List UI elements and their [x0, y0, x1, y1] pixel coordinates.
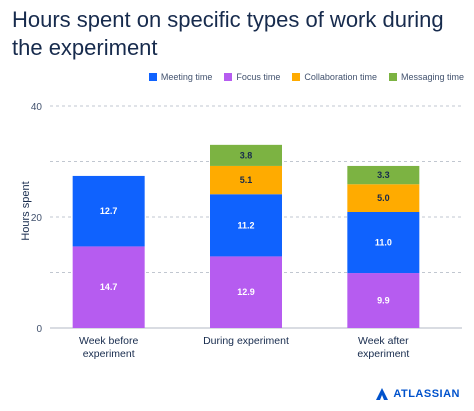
bar-meeting-time-2	[347, 212, 420, 274]
legend-item-messaging-time: Messaging time	[388, 72, 464, 82]
data-label-collaboration-time-1: 5.1	[240, 175, 253, 185]
data-label-meeting-time-1: 11.2	[237, 220, 254, 230]
data-label-meeting-time-0: 12.7	[100, 206, 118, 216]
x-tick-label-line-1-0: During experiment	[203, 335, 289, 347]
legend-label-meeting-time: Meeting time	[160, 72, 213, 82]
bar-collaboration-time-2	[347, 184, 420, 213]
legend-label-collaboration-time: Collaboration time	[304, 72, 377, 82]
bar-collaboration-time-1	[210, 165, 282, 195]
brand-name: ATLASSIAN	[393, 388, 460, 400]
x-tick-label-1: During experiment	[203, 335, 289, 347]
chart-legend: Meeting time Focus time Collaboration ti…	[148, 72, 464, 82]
chart-title: Hours spent on specific types of work du…	[12, 7, 444, 60]
brand-watermark: ATLASSIAN	[375, 387, 460, 401]
x-tick-label-line-2-1: experiment	[357, 348, 409, 360]
bar-messaging-time-1	[210, 144, 282, 166]
bar-messaging-time-2	[347, 165, 420, 185]
x-tick-label-line-0-1: experiment	[83, 348, 135, 360]
x-tick-label-line-2-0: Week after	[358, 335, 409, 347]
legend-swatch-collaboration-time	[292, 73, 301, 81]
data-label-messaging-time-1: 3.8	[240, 150, 253, 160]
data-label-focus-time-1: 12.9	[237, 287, 255, 297]
y-tick-label-20: 20	[31, 213, 43, 224]
legend-item-meeting-time: Meeting time	[148, 72, 213, 82]
x-tick-label-line-0-0: Week before	[79, 335, 138, 347]
legend-swatch-meeting-time	[148, 73, 157, 81]
legend-label-focus-time: Focus time	[236, 72, 281, 82]
bar-focus-time-1	[210, 256, 282, 328]
bar-focus-time-0	[72, 246, 145, 328]
legend-swatch-focus-time	[224, 73, 233, 81]
bar-meeting-time-0	[72, 175, 145, 247]
legend-item-collaboration-time: Collaboration time	[292, 72, 377, 82]
y-tick-label-0: 0	[36, 324, 42, 335]
legend-label-messaging-time: Messaging time	[400, 72, 464, 82]
bar-focus-time-2	[347, 273, 420, 328]
x-tick-label-2: Week after experiment	[357, 335, 409, 360]
legend-swatch-messaging-time	[388, 73, 397, 81]
bar-meeting-time-1	[210, 194, 282, 257]
data-label-collaboration-time-2: 5.0	[377, 193, 390, 203]
data-label-messaging-time-2: 3.3	[377, 170, 390, 180]
x-tick-label-0: Week before experiment	[79, 335, 138, 360]
atlassian-logo-icon	[376, 388, 389, 400]
data-label-focus-time-0: 14.7	[100, 282, 118, 292]
y-tick-label-40: 40	[31, 102, 43, 113]
data-label-meeting-time-2: 11.0	[375, 238, 392, 248]
legend-item-focus-time: Focus time	[224, 72, 280, 82]
data-label-focus-time-2: 9.9	[377, 296, 390, 306]
